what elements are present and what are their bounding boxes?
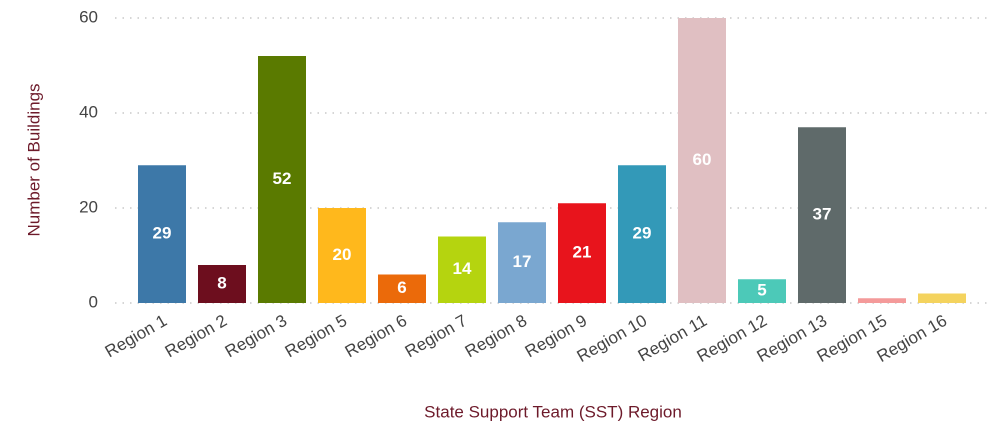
bar <box>918 293 966 303</box>
bar <box>258 56 306 303</box>
bar <box>798 127 846 303</box>
data-label: 60 <box>693 150 712 169</box>
data-label: 29 <box>633 224 652 243</box>
bar <box>498 222 546 303</box>
data-label: 21 <box>573 243 592 262</box>
x-tick-label: Region 3 <box>222 311 290 361</box>
bar <box>318 208 366 303</box>
data-label: 29 <box>153 224 172 243</box>
y-tick-label: 20 <box>79 197 98 216</box>
x-tick-label: Region 2 <box>162 311 230 361</box>
bar <box>678 18 726 303</box>
y-tick-label: 0 <box>89 292 98 311</box>
bar <box>858 298 906 303</box>
data-label: 14 <box>453 259 472 278</box>
x-tick-label: Region 6 <box>342 311 410 361</box>
data-label: 6 <box>397 278 406 297</box>
data-label: 8 <box>217 273 226 292</box>
x-tick-label: Region 5 <box>282 311 350 361</box>
data-label: 17 <box>513 252 532 271</box>
y-tick-label: 40 <box>79 102 98 121</box>
bar <box>378 274 426 303</box>
data-label: 5 <box>757 281 766 300</box>
x-tick-label: Region 7 <box>402 311 470 361</box>
bar <box>138 165 186 303</box>
bar <box>558 203 606 303</box>
bar <box>438 236 486 303</box>
y-axis-label: Number of Buildings <box>24 83 43 236</box>
x-tick-label: Region 1 <box>102 311 170 361</box>
data-label: 37 <box>813 205 832 224</box>
bar <box>198 265 246 303</box>
bar <box>618 165 666 303</box>
bar <box>738 279 786 303</box>
x-tick-label: Region 8 <box>462 311 530 361</box>
y-tick-label: 60 <box>79 7 98 26</box>
data-label: 20 <box>333 245 352 264</box>
data-label: 52 <box>273 169 292 188</box>
x-axis-label: State Support Team (SST) Region <box>424 402 682 421</box>
